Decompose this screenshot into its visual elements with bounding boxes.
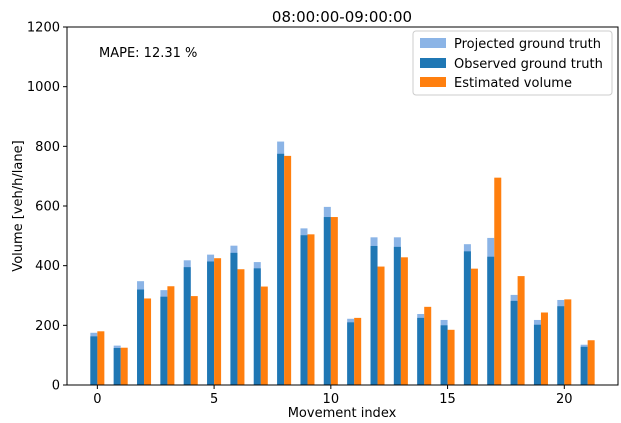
bar-estimated-11 (354, 317, 362, 385)
bar-estimated-3 (167, 286, 175, 385)
ground-truth-bars (90, 141, 588, 385)
bar-estimated-21 (587, 340, 595, 385)
bar-observed-10 (323, 217, 331, 385)
legend-swatch-estimated (420, 77, 446, 87)
x-tick-label-20: 20 (556, 392, 573, 407)
x-tick-label-15: 15 (439, 392, 456, 407)
y-tick-label-1200: 1200 (27, 21, 60, 36)
x-tick-label-0: 0 (93, 392, 101, 407)
bar-observed-19 (533, 324, 541, 385)
y-tick-label-600: 600 (35, 200, 60, 215)
bar-observed-7 (253, 268, 261, 385)
bar-observed-9 (300, 235, 308, 385)
bar-observed-2 (137, 289, 145, 385)
bar-observed-13 (393, 246, 401, 385)
y-tick-label-1000: 1000 (27, 80, 60, 95)
bar-observed-8 (277, 153, 285, 385)
legend-swatch-observed (420, 58, 446, 68)
bar-observed-11 (347, 322, 355, 385)
bar-observed-15 (440, 325, 448, 385)
y-axis-label: Volume [veh/h/lane] (11, 140, 26, 271)
bar-observed-18 (510, 300, 518, 385)
bar-observed-14 (417, 317, 425, 385)
bar-estimated-16 (470, 268, 478, 385)
bar-estimated-8 (284, 155, 292, 385)
x-tick-label-10: 10 (323, 392, 340, 407)
bar-observed-12 (370, 245, 378, 385)
mape-annotation: MAPE: 12.31 % (99, 46, 197, 61)
bar-estimated-18 (517, 276, 525, 385)
bar-estimated-2 (144, 298, 152, 385)
estimated-bars (97, 155, 595, 385)
bar-estimated-5 (214, 258, 222, 385)
x-axis-label: Movement index (288, 406, 397, 421)
bar-estimated-14 (424, 306, 432, 385)
bar-observed-3 (160, 296, 168, 385)
bar-estimated-0 (97, 331, 105, 385)
bar-observed-21 (580, 346, 588, 385)
bar-estimated-1 (120, 347, 128, 385)
bar-observed-4 (183, 267, 191, 385)
chart-title: 08:00:00-09:00:00 (272, 8, 412, 26)
ticks: 0 200 400 600 800 1000 1200 0 5 10 15 20 (27, 21, 573, 408)
y-tick-label-800: 800 (35, 140, 60, 155)
bar-estimated-9 (307, 234, 315, 385)
y-tick-label-200: 200 (35, 319, 60, 334)
y-tick-label-400: 400 (35, 259, 60, 274)
bar-estimated-13 (400, 257, 408, 385)
legend-box (412, 30, 613, 96)
legend-label-estimated: Estimated volume (454, 76, 572, 91)
bar-estimated-10 (330, 217, 338, 385)
bar-estimated-20 (564, 299, 572, 385)
x-tick-label-5: 5 (210, 392, 218, 407)
y-tick-label-0: 0 (52, 379, 60, 394)
bar-estimated-7 (260, 286, 268, 385)
legend-swatch-projected (420, 38, 446, 48)
bar-estimated-17 (494, 177, 502, 385)
bar-estimated-12 (377, 266, 385, 385)
legend-label-projected: Projected ground truth (454, 37, 601, 52)
bar-observed-5 (207, 261, 215, 385)
bar-observed-6 (230, 252, 238, 385)
bar-estimated-15 (447, 329, 455, 385)
bar-estimated-6 (237, 269, 245, 385)
bar-observed-16 (463, 251, 471, 385)
bar-estimated-4 (190, 296, 198, 385)
legend-label-observed: Observed ground truth (454, 57, 603, 72)
bar-observed-17 (487, 256, 495, 385)
bar-observed-20 (557, 306, 565, 385)
bar-estimated-19 (540, 312, 548, 385)
bar-observed-1 (113, 348, 121, 385)
legend: Projected ground truth Observed ground t… (412, 30, 613, 96)
bar-observed-0 (90, 336, 98, 385)
